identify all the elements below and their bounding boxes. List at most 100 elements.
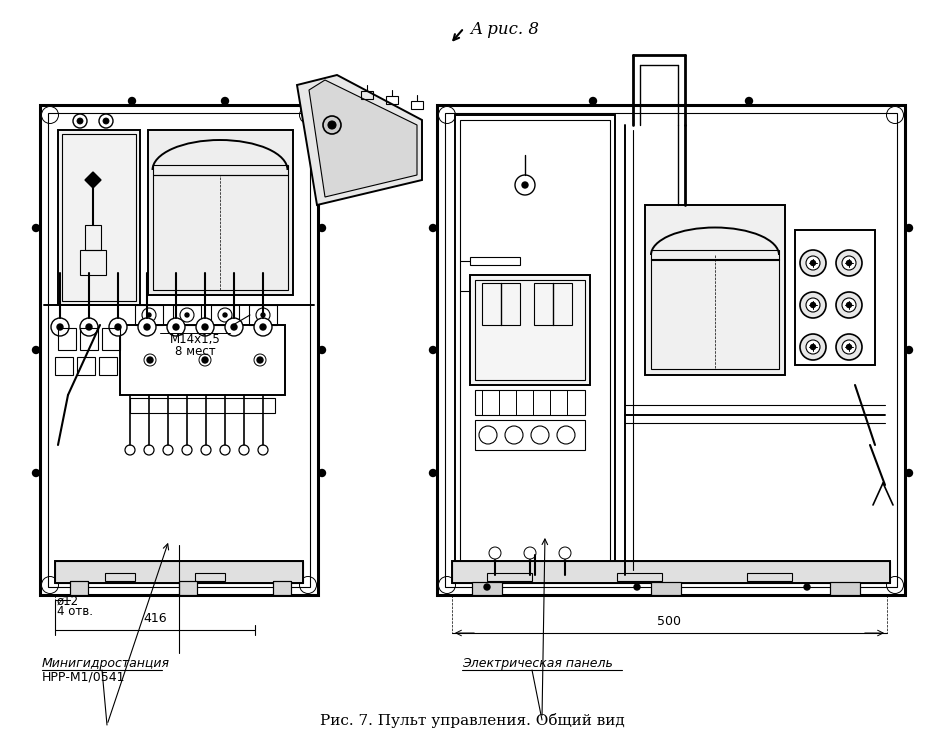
Circle shape	[589, 98, 596, 104]
Bar	[471, 582, 501, 595]
Circle shape	[835, 334, 861, 360]
Circle shape	[526, 549, 533, 557]
Bar	[58, 328, 76, 350]
Bar	[148, 130, 293, 295]
Circle shape	[556, 426, 574, 444]
Circle shape	[318, 470, 325, 476]
Bar	[273, 581, 291, 595]
Circle shape	[185, 313, 189, 317]
Bar	[650, 582, 681, 595]
Bar	[829, 582, 859, 595]
Circle shape	[429, 470, 436, 476]
Circle shape	[115, 324, 121, 330]
Circle shape	[491, 549, 498, 557]
Circle shape	[128, 98, 135, 104]
Bar	[55, 561, 303, 583]
Circle shape	[805, 256, 819, 270]
Polygon shape	[85, 172, 101, 188]
Bar	[616, 573, 662, 581]
Circle shape	[846, 344, 851, 350]
Circle shape	[504, 426, 522, 444]
Circle shape	[202, 324, 208, 330]
Bar	[650, 259, 778, 369]
Circle shape	[44, 109, 56, 121]
Circle shape	[32, 470, 40, 476]
Circle shape	[745, 98, 751, 104]
Bar	[248, 305, 277, 325]
Circle shape	[32, 346, 40, 353]
Text: Электрическая панель: Электрическая панель	[462, 657, 613, 670]
Bar	[650, 582, 681, 595]
Text: М14х1,5: М14х1,5	[169, 333, 220, 346]
Circle shape	[299, 106, 316, 124]
Circle shape	[57, 324, 63, 330]
Bar	[153, 175, 288, 290]
Bar	[105, 573, 135, 581]
Bar	[645, 205, 784, 375]
Bar	[55, 561, 303, 583]
Circle shape	[86, 324, 92, 330]
Circle shape	[260, 324, 265, 330]
Circle shape	[318, 346, 325, 353]
Bar	[445, 113, 896, 587]
Circle shape	[125, 445, 135, 455]
Circle shape	[441, 109, 452, 121]
Circle shape	[483, 584, 490, 590]
Circle shape	[904, 470, 912, 476]
Bar	[486, 573, 531, 581]
Bar	[361, 91, 373, 99]
Bar	[153, 165, 288, 175]
Circle shape	[302, 109, 313, 121]
Polygon shape	[296, 75, 422, 205]
Circle shape	[835, 250, 861, 276]
Circle shape	[841, 340, 855, 354]
Bar	[746, 573, 791, 581]
Circle shape	[318, 224, 325, 232]
Circle shape	[559, 547, 570, 559]
Circle shape	[99, 114, 113, 128]
Circle shape	[835, 292, 861, 318]
Circle shape	[261, 313, 264, 317]
Circle shape	[904, 224, 912, 232]
Bar	[178, 581, 196, 595]
Circle shape	[299, 577, 316, 593]
Bar	[120, 325, 285, 395]
Circle shape	[841, 298, 855, 312]
Bar	[178, 581, 196, 595]
Circle shape	[805, 340, 819, 354]
Circle shape	[257, 357, 262, 363]
Circle shape	[841, 256, 855, 270]
Circle shape	[32, 224, 40, 232]
Circle shape	[846, 260, 851, 266]
Bar	[469, 257, 519, 265]
Bar	[481, 283, 519, 325]
Circle shape	[438, 577, 455, 593]
Bar	[211, 305, 239, 325]
Circle shape	[523, 547, 535, 559]
Circle shape	[904, 346, 912, 353]
Circle shape	[42, 577, 59, 593]
Bar	[85, 225, 101, 250]
Circle shape	[221, 98, 228, 104]
Circle shape	[846, 302, 851, 307]
Circle shape	[239, 445, 248, 455]
Circle shape	[328, 121, 336, 129]
Circle shape	[138, 318, 156, 336]
Circle shape	[143, 445, 154, 455]
Circle shape	[885, 106, 902, 124]
Circle shape	[182, 445, 192, 455]
Bar	[469, 287, 519, 295]
Circle shape	[258, 445, 268, 455]
Circle shape	[531, 426, 548, 444]
Circle shape	[80, 318, 98, 336]
Bar	[829, 582, 859, 595]
Circle shape	[143, 324, 150, 330]
Circle shape	[800, 250, 825, 276]
Circle shape	[800, 292, 825, 318]
Circle shape	[195, 318, 213, 336]
Circle shape	[800, 334, 825, 360]
Text: 416: 416	[143, 612, 167, 625]
Circle shape	[441, 579, 452, 591]
Circle shape	[167, 318, 185, 336]
Bar	[130, 398, 275, 413]
